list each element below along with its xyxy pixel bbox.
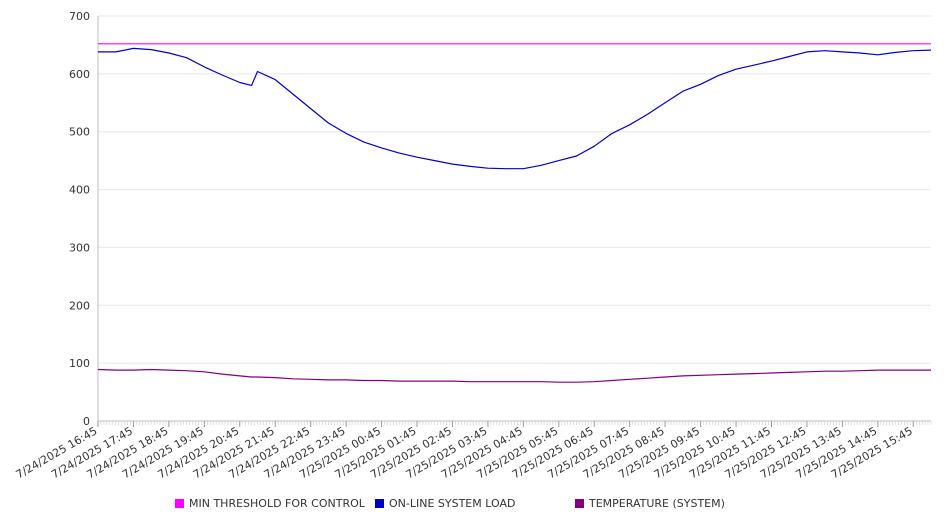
legend-item-system-load[interactable]: ON-LINE SYSTEM LOAD [375,497,515,510]
legend: MIN THRESHOLD FOR CONTROL ON-LINE SYSTEM… [0,497,946,515]
y-tick-label-0: 0 [83,415,90,428]
legend-swatch-system-load [375,499,384,508]
y-tick-label-400: 400 [69,184,90,197]
y-axis-tick-labels: 0 100 200 300 400 500 600 700 [69,10,90,428]
legend-swatch-min-threshold [175,499,184,508]
y-tick-label-500: 500 [69,126,90,139]
legend-label-min-threshold: MIN THRESHOLD FOR CONTROL [189,497,365,510]
legend-label-system-load: ON-LINE SYSTEM LOAD [389,497,516,510]
temperature-line [97,368,931,383]
y-tick-label-200: 200 [69,299,90,312]
legend-item-min-threshold[interactable]: MIN THRESHOLD FOR CONTROL [175,497,365,510]
y-tick-label-600: 600 [69,68,90,81]
legend-swatch-temperature [575,499,584,508]
grid-lines [98,15,931,364]
x-axis-tick-labels: 7/24/2025 16:457/24/2025 17:457/24/2025 … [14,424,915,481]
system-load-line [98,47,932,170]
series-lines [97,43,932,383]
y-tick-label-100: 100 [69,357,90,370]
axes [97,16,932,427]
legend-label-temperature: TEMPERATURE (SYSTEM) [589,497,725,510]
y-tick-label-300: 300 [69,241,90,254]
legend-item-temperature[interactable]: TEMPERATURE (SYSTEM) [575,497,725,510]
y-tick-label-700: 700 [69,10,90,23]
